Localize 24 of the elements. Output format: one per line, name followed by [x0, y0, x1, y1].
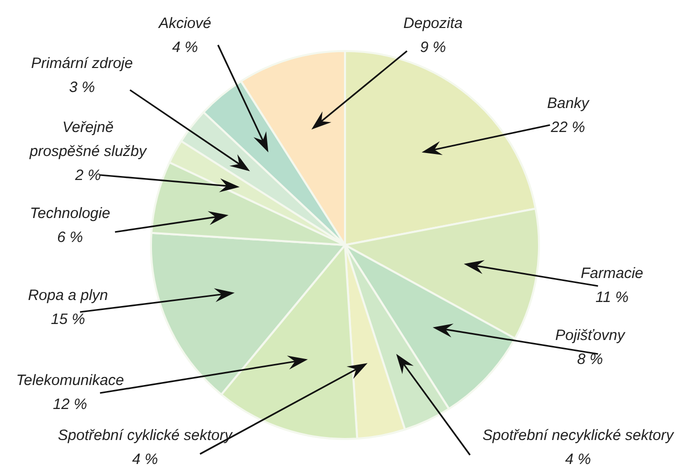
slice-label: Ropa a plyn	[28, 287, 108, 304]
slice-label: Farmacie	[580, 265, 644, 282]
data-label: 15 %	[50, 311, 86, 328]
slice-label: Spotřební cyklické sektory	[58, 427, 234, 444]
data-label: 12 %	[52, 396, 88, 413]
slice-label: Veřejně prospěšné služby	[28, 119, 148, 160]
slice-label: Depozita	[403, 15, 463, 32]
slice-label: Primární zdroje	[31, 55, 133, 72]
data-label: 2 %	[74, 167, 101, 184]
slice-label: Banky	[547, 95, 590, 112]
data-label: 4 %	[172, 39, 198, 56]
data-label: 9 %	[420, 39, 446, 56]
data-label: 8 %	[577, 351, 603, 368]
data-label: 4 %	[565, 451, 591, 466]
slice-label: Akciové	[158, 15, 212, 32]
data-label: 22 %	[550, 119, 586, 136]
slice-label: Telekomunikace	[16, 372, 124, 389]
slice-label: Pojišťovny	[555, 327, 626, 344]
data-label: 4 %	[132, 451, 158, 466]
data-label: 3 %	[69, 79, 95, 96]
slice-label: Spotřební necyklické sektory	[482, 427, 675, 444]
slice-label: Technologie	[30, 205, 110, 222]
data-label: 6 %	[57, 229, 83, 246]
data-label: 11 %	[595, 289, 629, 306]
